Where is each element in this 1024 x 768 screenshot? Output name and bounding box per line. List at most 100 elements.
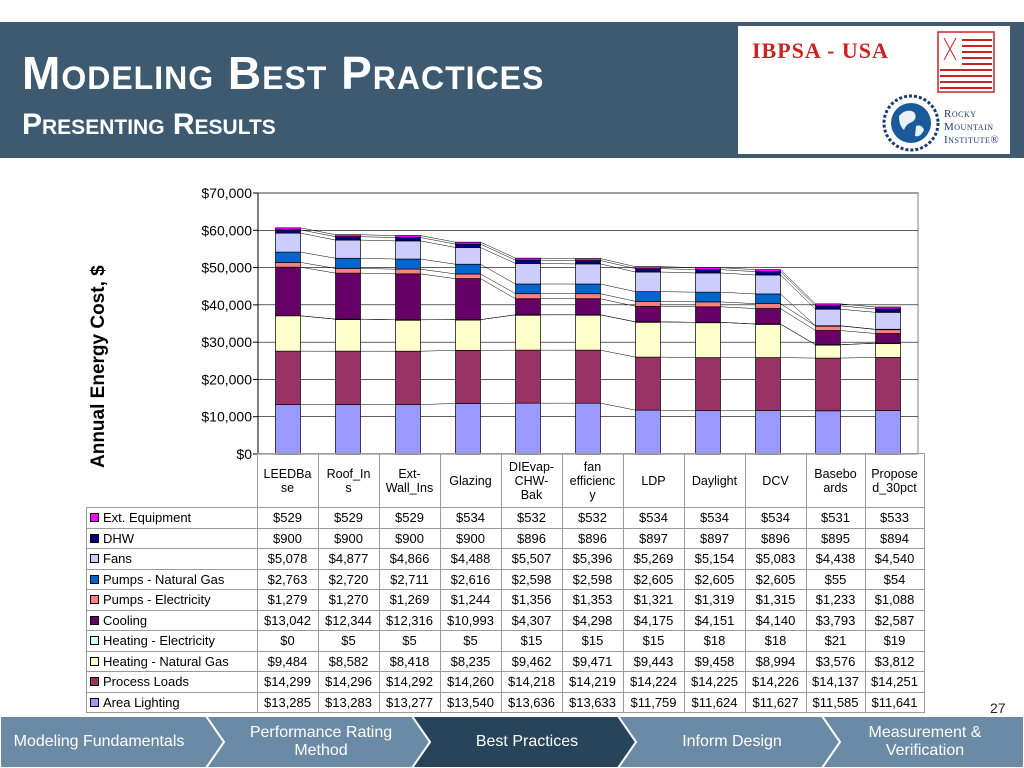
data-cell: $2,605 bbox=[683, 568, 746, 590]
series-line bbox=[780, 269, 816, 305]
bar-segment bbox=[695, 291, 721, 303]
data-cell: $534 bbox=[744, 507, 807, 529]
data-cell: $13,042 bbox=[256, 609, 319, 631]
data-cell: $2,711 bbox=[378, 568, 441, 590]
bar-segment bbox=[395, 319, 421, 352]
data-cell: $894 bbox=[864, 527, 925, 549]
nav-item-best-practices[interactable]: Best Practices bbox=[475, 733, 579, 750]
bar-segment bbox=[395, 235, 421, 238]
nav-item-performance-rating-method[interactable]: Performance Rating Method bbox=[249, 724, 393, 759]
data-cell: $3,793 bbox=[805, 609, 866, 631]
nav-item-measurement-verification[interactable]: Measurement & Verification bbox=[868, 724, 982, 759]
series-line bbox=[300, 229, 336, 237]
legend-swatch bbox=[90, 677, 99, 687]
series-line bbox=[600, 349, 636, 358]
bar-segment bbox=[275, 266, 301, 317]
bar-segment bbox=[695, 322, 721, 358]
table-row: DHW $900 $900 $900 $900 $896 $896 $897 $897 $896 $… bbox=[86, 527, 925, 549]
bar-segment bbox=[875, 357, 901, 411]
series-line bbox=[720, 272, 756, 276]
bar-segment bbox=[635, 291, 661, 302]
bar-segment bbox=[635, 409, 661, 455]
series-line bbox=[360, 268, 396, 270]
data-cell: $14,137 bbox=[805, 671, 866, 693]
data-cell: $897 bbox=[683, 527, 746, 549]
data-cell: $11,627 bbox=[744, 691, 807, 713]
data-cell: $897 bbox=[622, 527, 685, 549]
data-cell: $13,283 bbox=[317, 691, 380, 713]
bar-segment bbox=[455, 247, 481, 265]
legend-swatch bbox=[90, 554, 99, 564]
slide-subtitle: Presenting Results bbox=[22, 108, 276, 141]
series-line bbox=[600, 402, 636, 411]
data-cell: $14,251 bbox=[864, 671, 925, 693]
data-cell: $55 bbox=[805, 568, 866, 590]
data-cell: $2,616 bbox=[439, 568, 502, 590]
bar-segment bbox=[455, 278, 481, 320]
bar-segment bbox=[515, 402, 541, 455]
series-line bbox=[600, 283, 636, 292]
nav-chevrons bbox=[0, 716, 1024, 768]
bar-segment bbox=[635, 321, 661, 358]
series-line bbox=[300, 315, 336, 320]
nav-item-inform-design[interactable]: Inform Design bbox=[682, 733, 782, 750]
bar-segment bbox=[335, 234, 361, 238]
bar-segment bbox=[755, 308, 781, 325]
nav-chevron bbox=[820, 716, 1024, 768]
bar-segment bbox=[815, 305, 841, 310]
bar-segment bbox=[275, 227, 301, 231]
nav-item-modeling-fundamentals[interactable]: Modeling Fundamentals bbox=[13, 733, 185, 750]
data-cell: $18 bbox=[744, 630, 807, 652]
data-cell: $14,218 bbox=[500, 671, 563, 693]
series-line bbox=[480, 264, 516, 285]
bar-segment bbox=[335, 268, 361, 274]
series-line bbox=[720, 267, 756, 270]
bar-segment bbox=[875, 311, 901, 330]
category-label: LDP bbox=[622, 453, 685, 508]
bar-segment bbox=[755, 303, 781, 309]
bar-segment bbox=[695, 357, 721, 412]
series-line bbox=[780, 303, 816, 327]
data-cell: $13,285 bbox=[256, 691, 319, 713]
series-line bbox=[840, 325, 876, 330]
bar-segment bbox=[455, 403, 481, 455]
bar-segment bbox=[395, 404, 421, 455]
bar-segment bbox=[635, 271, 661, 293]
data-cell: $1,356 bbox=[500, 589, 563, 611]
series-line bbox=[420, 403, 456, 405]
data-cell: $2,587 bbox=[864, 609, 925, 631]
bar-segment bbox=[815, 357, 841, 412]
bar-segment bbox=[335, 272, 361, 320]
series-line bbox=[600, 314, 636, 323]
bar-segment bbox=[635, 305, 661, 323]
data-cell: $534 bbox=[622, 507, 685, 529]
series-line bbox=[480, 273, 516, 294]
series-line bbox=[660, 409, 696, 411]
series-line bbox=[420, 237, 456, 245]
data-cell: $1,270 bbox=[317, 589, 380, 611]
series-line bbox=[480, 314, 516, 320]
data-cell: $12,344 bbox=[317, 609, 380, 631]
data-cell: $14,225 bbox=[683, 671, 746, 693]
series-line bbox=[420, 350, 456, 352]
data-cell: $896 bbox=[744, 527, 807, 549]
data-cell: $12,316 bbox=[378, 609, 441, 631]
table-row: Cooling $13,042 $12,344 $12,316 $10,993 $4,30… bbox=[86, 609, 925, 631]
bar-segment bbox=[335, 350, 361, 405]
data-cell: $1,319 bbox=[683, 589, 746, 611]
data-cell: $8,582 bbox=[317, 650, 380, 672]
data-cell: $1,321 bbox=[622, 589, 685, 611]
ibpsa-logo-text: IBPSA - USA bbox=[752, 38, 889, 63]
series-line bbox=[300, 227, 336, 235]
series-line bbox=[480, 241, 516, 259]
data-cell: $4,540 bbox=[864, 548, 925, 570]
data-cell: $3,576 bbox=[805, 650, 866, 672]
series-legend-label: Cooling bbox=[86, 609, 258, 631]
series-line bbox=[780, 308, 816, 331]
series-legend-label: Process Loads bbox=[86, 671, 258, 693]
series-line bbox=[720, 291, 756, 295]
series-line bbox=[720, 306, 756, 309]
data-cell: $896 bbox=[500, 527, 563, 549]
series-line bbox=[840, 357, 876, 359]
data-cell: $11,641 bbox=[864, 691, 925, 713]
